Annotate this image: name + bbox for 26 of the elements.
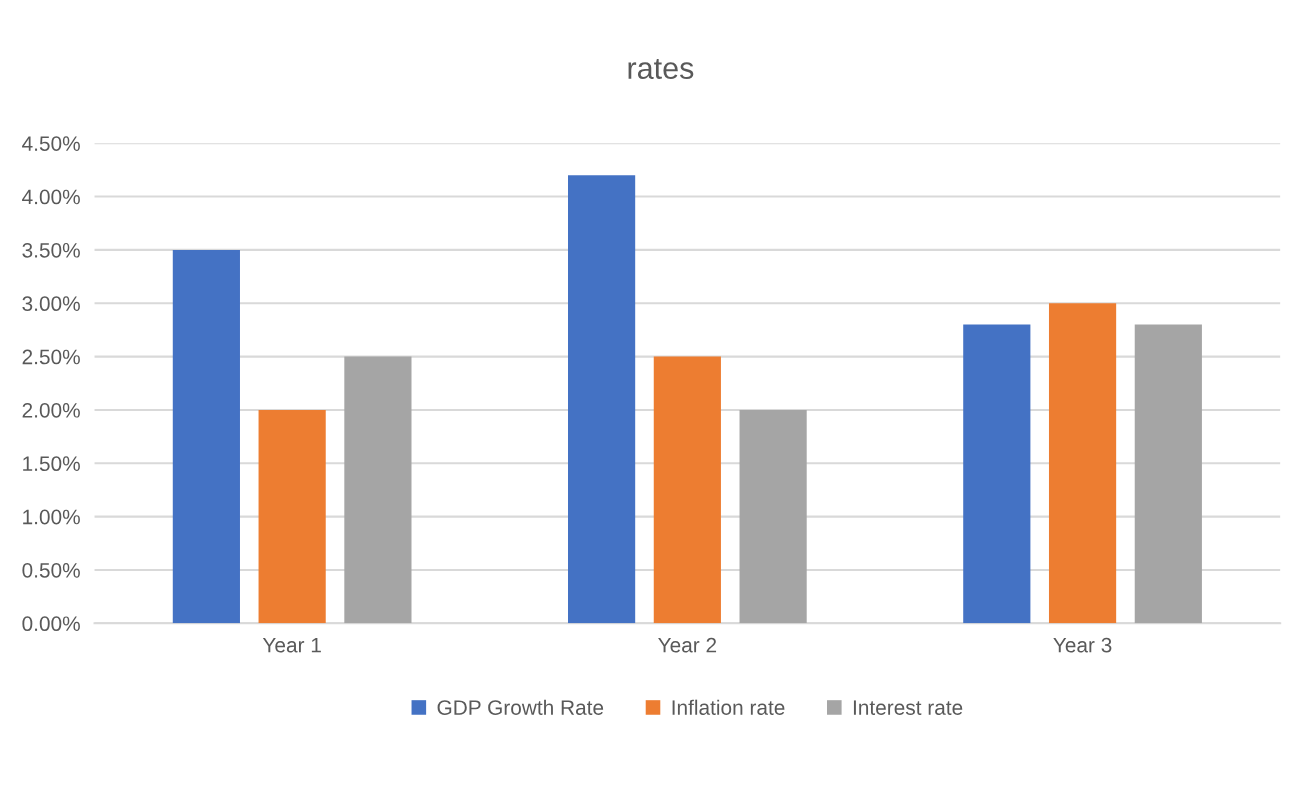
bar — [568, 175, 636, 624]
bar — [1134, 324, 1202, 624]
y-tick-label: 0.00% — [22, 616, 80, 632]
y-tick-label: 2.50% — [22, 349, 80, 365]
y-tick-label: 4.50% — [22, 136, 80, 151]
bar — [739, 409, 807, 624]
x-tick-label: Year 1 — [262, 637, 321, 653]
y-tick-label: 2.00% — [22, 402, 80, 418]
legend-label: GDP Growth Rate — [437, 699, 604, 715]
bar — [172, 249, 240, 624]
bar — [963, 324, 1031, 624]
legend-label: Interest rate — [853, 700, 963, 715]
y-tick-label: 3.00% — [22, 296, 80, 312]
bar — [1048, 303, 1117, 624]
legend-label: Inflation rate — [672, 699, 785, 715]
x-tick-label: Year 3 — [1053, 637, 1112, 653]
x-tick-label: Year 2 — [658, 637, 717, 653]
chart-title: rates — [628, 58, 694, 80]
y-tick-label: 4.00% — [22, 189, 80, 205]
y-tick-label: 1.50% — [23, 456, 80, 472]
bar — [344, 356, 412, 624]
bar — [258, 409, 326, 624]
y-tick-label: 0.50% — [22, 562, 80, 578]
y-tick-label: 1.00% — [23, 509, 80, 525]
y-tick-label: 3.50% — [22, 242, 80, 258]
bar — [653, 356, 721, 624]
